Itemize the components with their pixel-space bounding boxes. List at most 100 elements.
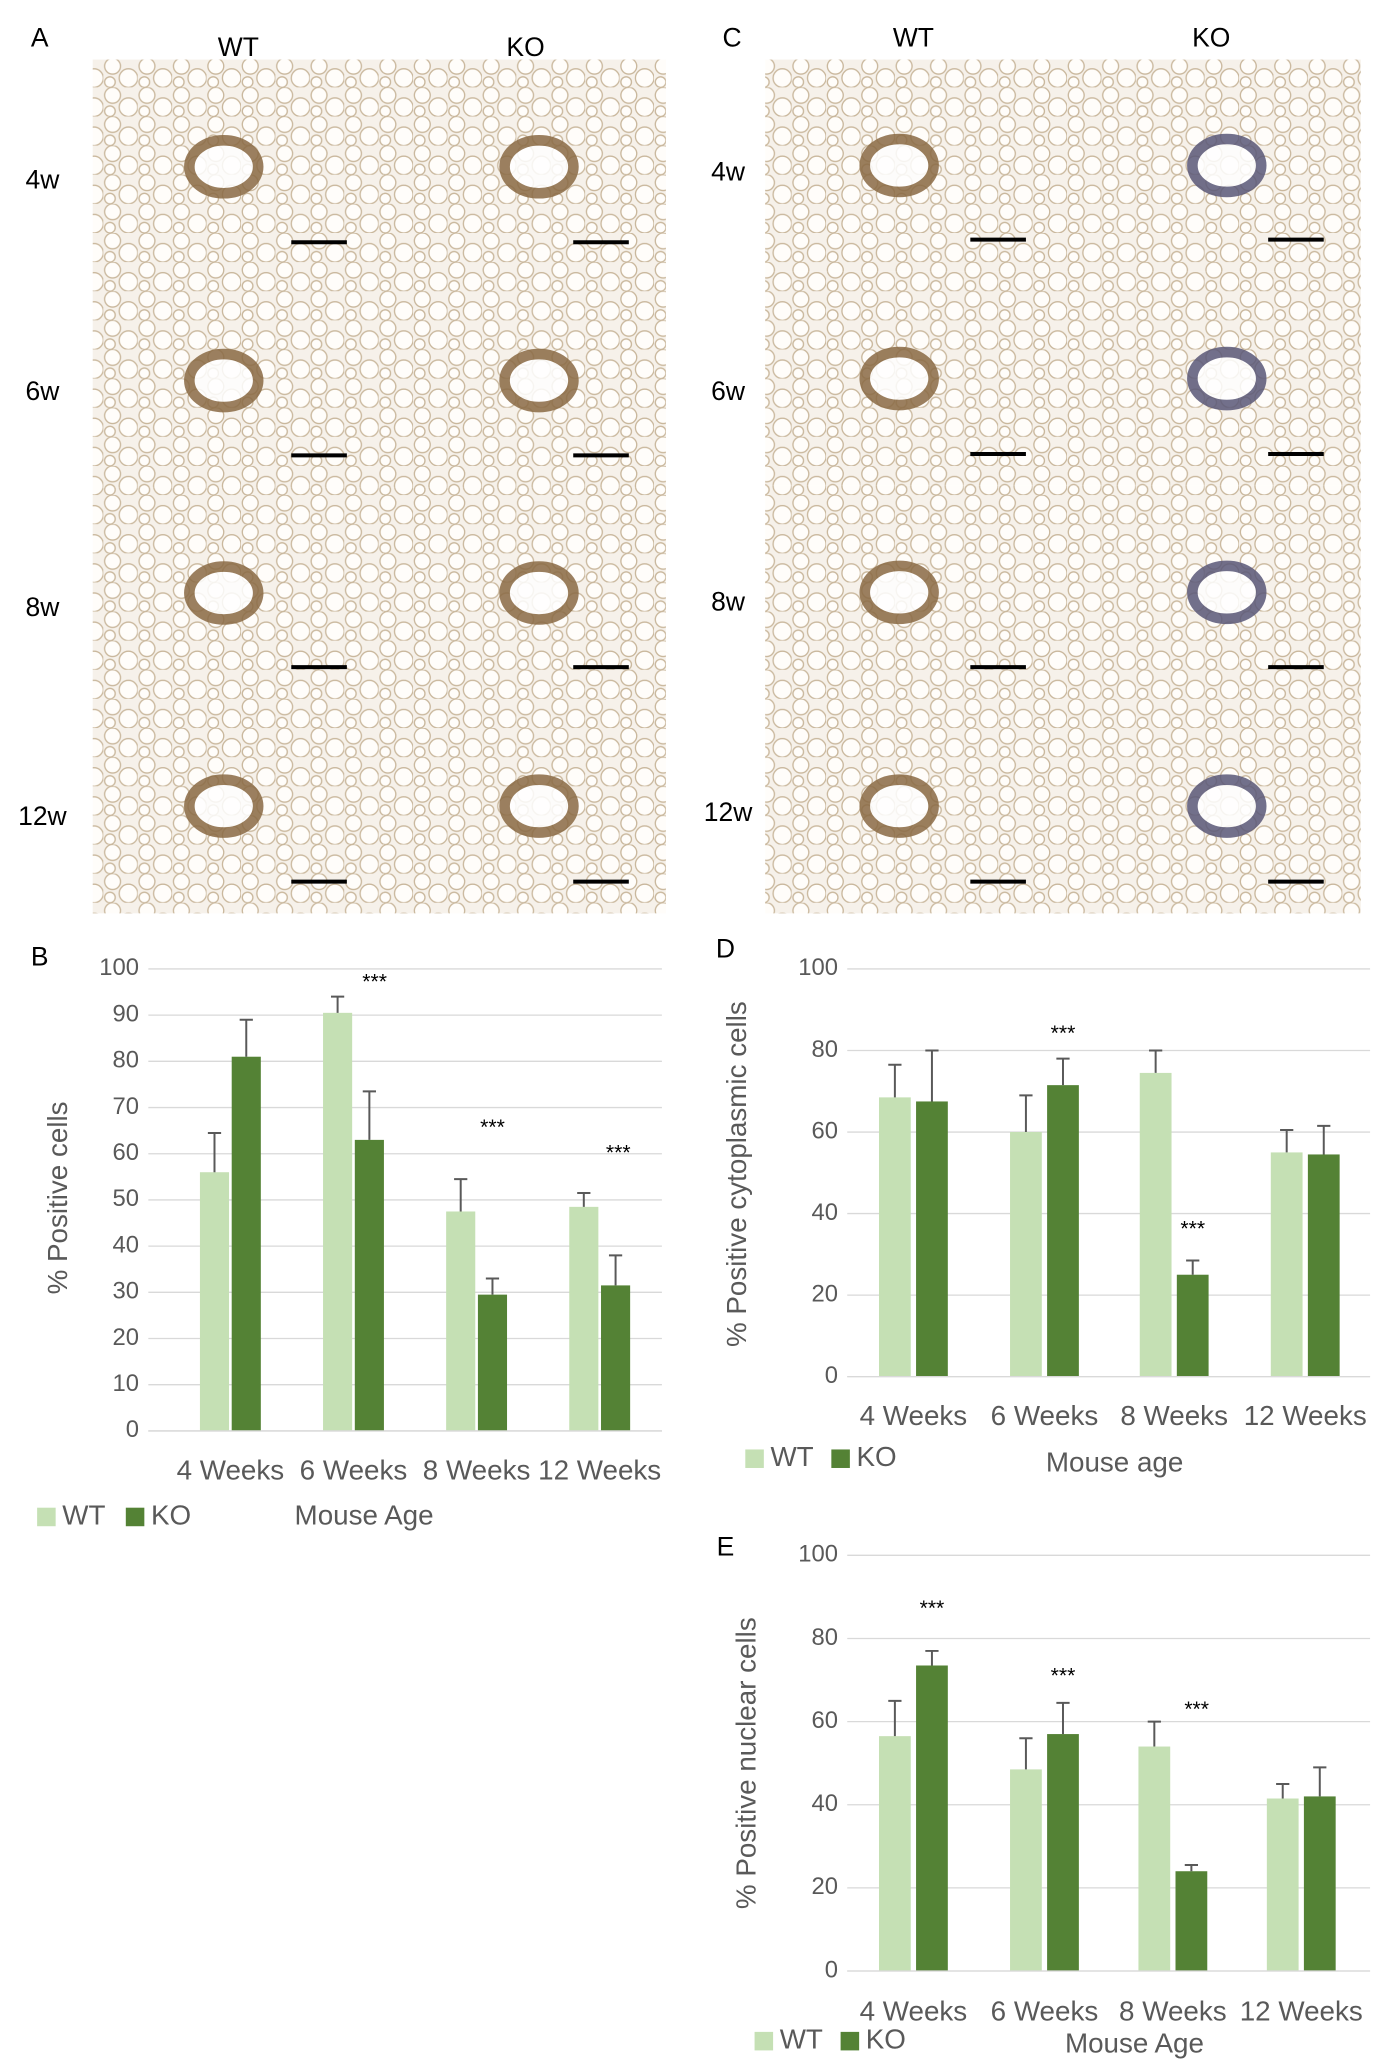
bar [1176,1274,1209,1377]
bar [569,1206,599,1431]
duct [1187,133,1267,198]
bar [1010,1769,1042,1971]
legend-swatch [754,2031,774,2051]
x-tick-label: 4 Weeks [860,1400,968,1431]
y-tick-label: 50 [113,1185,140,1212]
error-bar [888,1063,902,1098]
y-tick-label: 100 [798,1541,838,1568]
bar [477,1294,508,1431]
y-tick-label: 90 [113,1000,140,1027]
duct [499,561,579,625]
error-bar [239,1018,253,1057]
x-tick-label: 8 Weeks [1119,1996,1227,2027]
y-tick-label: 80 [113,1047,140,1074]
row-label: 6w [25,376,60,406]
y-tick-label: 0 [825,1956,838,1983]
legend-label: WT [780,2023,823,2054]
row-label: 8w [711,587,746,617]
x-tick-label: 4 Weeks [860,1996,968,2027]
duct [1187,346,1267,411]
duct [499,348,579,413]
panel-label: C [723,23,742,53]
error-bar [1019,1094,1033,1133]
error-bar [1056,1057,1070,1086]
x-tick-label: 12 Weeks [538,1454,661,1485]
duct [499,774,579,838]
error-bar [1313,1766,1327,1797]
annotation: *** [1051,1022,1076,1045]
error-bar [1147,1720,1161,1747]
y-axis-label: % Positive nuclear cells [730,1617,761,1909]
duct [1187,774,1267,838]
y-tick-label: 80 [811,1036,838,1063]
bar [1138,1746,1171,1971]
x-tick-label: 6 Weeks [991,1996,1099,2027]
y-tick-label: 60 [113,1139,140,1166]
y-tick-label: 70 [113,1093,140,1120]
column-label: WT [218,32,259,62]
error-bar [207,1131,222,1173]
bar [1047,1085,1079,1377]
legend-swatch [125,1507,145,1527]
y-tick-label: 100 [798,954,838,981]
panel-label: E [717,1532,735,1562]
error-bar [485,1277,500,1295]
legend-label: KO [856,1441,896,1472]
y-tick-label: 80 [811,1624,838,1651]
legend-swatch [831,1449,850,1468]
x-axis-label: Mouse age [1046,1446,1183,1477]
error-bar [454,1178,468,1212]
y-tick-label: 0 [825,1362,838,1389]
y-tick-label: 40 [811,1199,838,1226]
bar [1270,1152,1303,1377]
legend-swatch [37,1507,56,1527]
legend-label: WT [62,1499,105,1530]
bar [323,1012,353,1431]
y-tick-label: 40 [811,1790,838,1817]
error-bar [925,1649,939,1666]
bar [1139,1072,1172,1377]
panel-label: D [716,933,735,963]
error-bar [608,1254,623,1286]
annotation: *** [606,1141,631,1164]
y-tick-label: 0 [126,1416,139,1443]
error-bar [1186,1259,1200,1275]
legend-label: KO [866,2023,906,2054]
duct [184,774,264,838]
annotation: *** [1184,1698,1209,1721]
y-tick-label: 20 [811,1280,838,1307]
y-tick-label: 20 [811,1873,838,1900]
duct [859,560,939,625]
x-tick-label: 6 Weeks [991,1400,1099,1431]
y-tick-label: 40 [113,1231,140,1258]
column-label: WT [893,23,934,53]
error-bar [1280,1128,1294,1153]
bar [1175,1871,1208,1971]
row-label: 8w [25,592,60,622]
y-tick-label: 100 [99,954,139,981]
bar [601,1285,631,1431]
annotation: *** [480,1116,505,1139]
duct [859,346,939,411]
legend-label: KO [151,1499,191,1530]
legend-swatch [745,1449,764,1468]
column-label: KO [506,32,544,62]
x-tick-label: 12 Weeks [1240,1996,1363,2027]
duct [184,135,264,199]
x-axis-label: Mouse Age [1065,2027,1204,2058]
row-label: 12w [704,797,753,827]
duct [859,774,939,838]
x-axis-label: Mouse Age [295,1499,434,1530]
duct [1187,560,1267,625]
panel-label: B [31,941,49,971]
error-bar [1056,1701,1070,1735]
bar [1303,1796,1336,1971]
duct [499,135,579,199]
duct [184,561,264,625]
duct [859,133,939,198]
bar [1307,1154,1340,1377]
y-axis-label: % Positive cytoplasmic cells [721,1001,752,1347]
x-tick-label: 4 Weeks [177,1454,285,1485]
y-axis-label: % Positive cells [42,1101,73,1294]
